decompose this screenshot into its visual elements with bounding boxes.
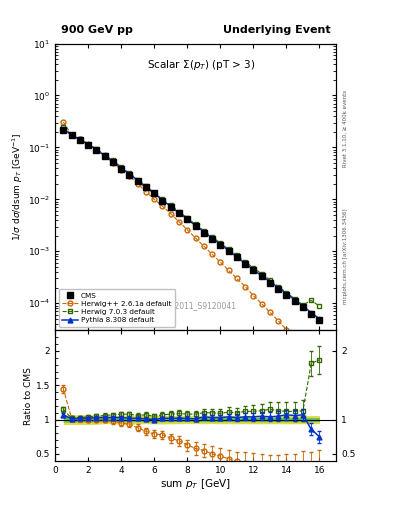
- Legend: CMS, Herwig++ 2.6.1a default, Herwig 7.0.3 default, Pythia 8.308 default: CMS, Herwig++ 2.6.1a default, Herwig 7.0…: [59, 289, 175, 327]
- Text: Scalar $\Sigma(p_T)$ (pT > 3): Scalar $\Sigma(p_T)$ (pT > 3): [147, 58, 255, 72]
- X-axis label: sum $p_T$ [GeV]: sum $p_T$ [GeV]: [160, 477, 231, 492]
- Text: Underlying Event: Underlying Event: [223, 25, 331, 35]
- Text: CMS_2011_S9120041: CMS_2011_S9120041: [154, 302, 237, 310]
- Text: 900 GeV pp: 900 GeV pp: [61, 25, 132, 35]
- Y-axis label: 1/$\sigma$ d$\sigma$/dsum $p_T$ [GeV$^{-1}$]: 1/$\sigma$ d$\sigma$/dsum $p_T$ [GeV$^{-…: [11, 133, 25, 241]
- Text: Rivet 3.1.10, ≥ 400k events: Rivet 3.1.10, ≥ 400k events: [343, 90, 348, 166]
- Y-axis label: Ratio to CMS: Ratio to CMS: [24, 367, 33, 424]
- Text: mcplots.cern.ch [arXiv:1306.3436]: mcplots.cern.ch [arXiv:1306.3436]: [343, 208, 348, 304]
